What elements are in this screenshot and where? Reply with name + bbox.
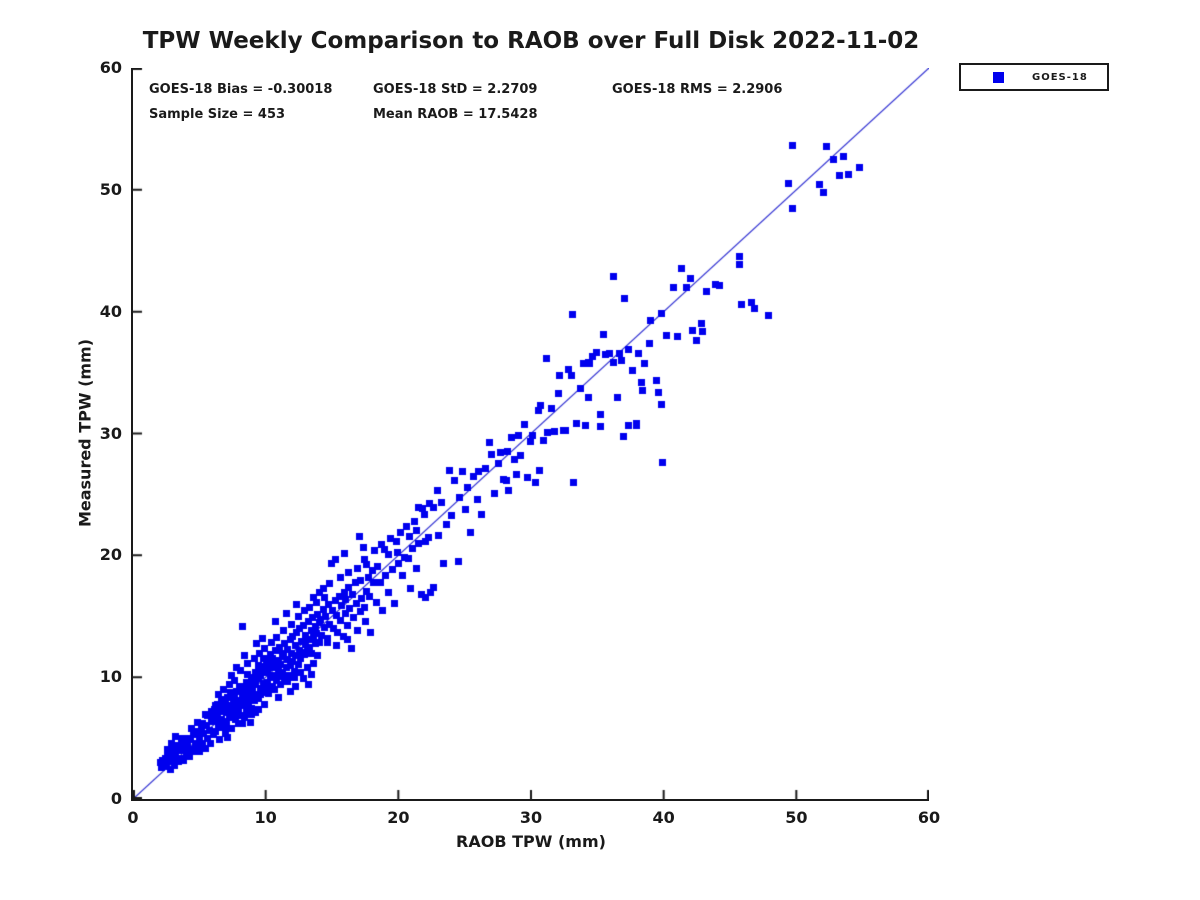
x-tick-label: 30: [519, 808, 543, 827]
scatter-plot-canvas: [133, 68, 929, 799]
plot-area: [131, 68, 929, 801]
x-axis-label: RAOB TPW (mm): [456, 832, 606, 851]
y-tick-label: 20: [99, 545, 122, 565]
legend-square-marker-icon: [993, 71, 1004, 83]
y-tick-label: 10: [99, 667, 122, 687]
y-tick-label: 40: [99, 301, 122, 321]
x-tick-label: 0: [127, 808, 139, 827]
legend-label: GOES-18: [1032, 71, 1088, 83]
x-tick-label: 40: [652, 808, 675, 827]
legend: GOES-18: [959, 63, 1109, 91]
x-tick-label: 20: [387, 808, 410, 827]
y-tick-label: 0: [110, 789, 122, 808]
x-tick-label: 60: [917, 808, 941, 827]
x-tick-label: 50: [785, 808, 808, 827]
y-tick-label: 50: [99, 179, 122, 199]
x-tick-label: 10: [254, 808, 277, 827]
y-tick-label: 60: [99, 58, 122, 77]
y-tick-label: 30: [99, 423, 122, 443]
chart-title: TPW Weekly Comparison to RAOB over Full …: [142, 28, 920, 54]
